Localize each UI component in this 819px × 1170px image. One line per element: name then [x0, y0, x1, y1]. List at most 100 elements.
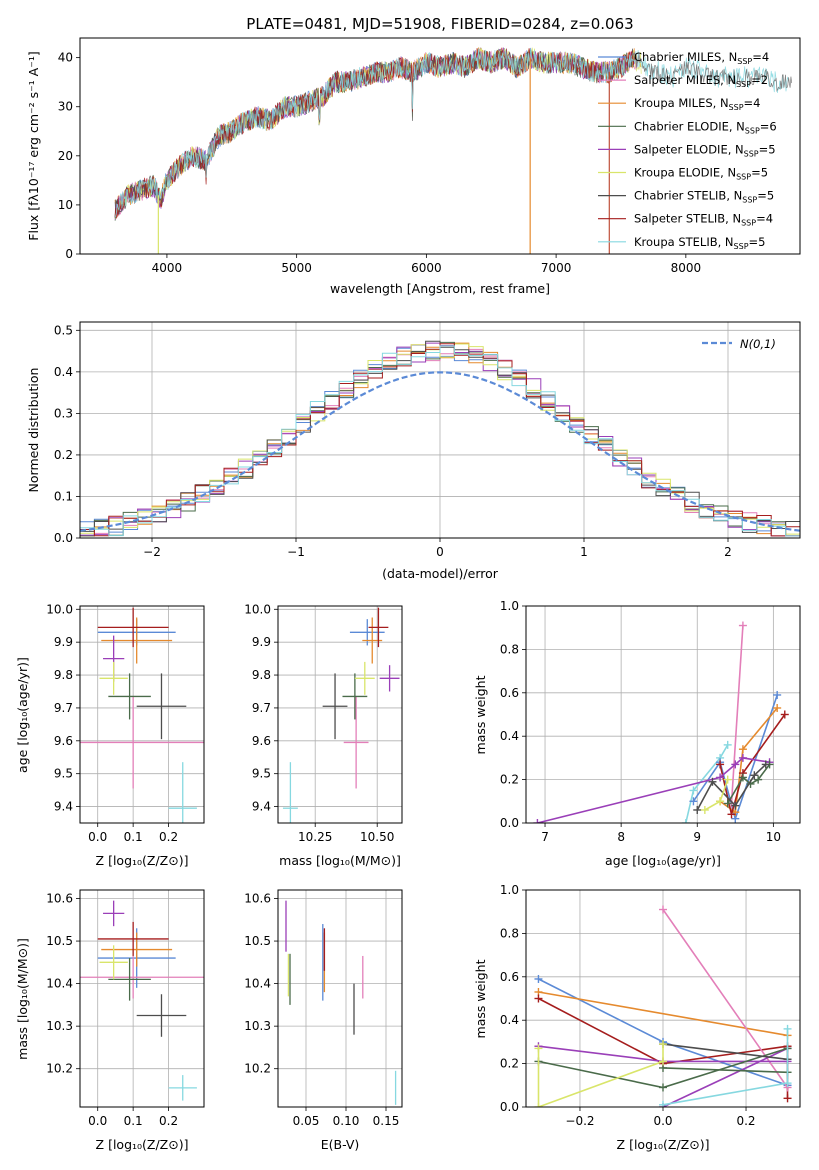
y-tick-label: 30 — [58, 100, 73, 114]
ticks: −2 −1 0 1 2 0.0 0.1 0.2 0.3 0.4 0.5 — [54, 323, 732, 559]
massweight-vs-Z-frame — [525, 889, 801, 1108]
y-tick-label: 0.3 — [54, 406, 73, 420]
y-tick-label: 0 — [65, 247, 73, 261]
x-tick-label: −2 — [143, 545, 161, 559]
massweight-point — [738, 753, 747, 762]
age-vs-mass-xlabel: mass [log₁₀(M/M⊙)] — [279, 853, 401, 868]
y-tick-label: 10.3 — [46, 1019, 73, 1033]
spectrum-legend: Chabrier MILES, NSSP=4 Salpeter MILES, NS… — [598, 50, 777, 251]
massweight-series-line — [730, 625, 744, 804]
y-tick-label: 0.2 — [500, 773, 519, 787]
ticks: −0.2 0.0 0.2 0.0 0.2 0.4 0.6 0.8 1.0 — [500, 883, 756, 1128]
massweight-point — [659, 905, 667, 914]
massweight-point — [731, 801, 740, 810]
x-tick-label: 8 — [617, 830, 625, 844]
plot-area — [80, 900, 204, 1101]
massweight-point — [534, 974, 543, 983]
legend-label-count: =4 — [744, 96, 761, 110]
x-tick-label: 0.1 — [124, 830, 143, 844]
massweight-point — [723, 740, 732, 749]
y-tick-label: 10.2 — [46, 1062, 73, 1076]
y-tick-label: 9.7 — [252, 701, 271, 715]
y-tick-label: 0.4 — [500, 1013, 519, 1027]
y-tick-label: 10.5 — [244, 934, 271, 948]
y-tick-label: 10.5 — [46, 934, 73, 948]
errorbar-point — [99, 661, 128, 695]
legend-label-subscript: SSP — [729, 103, 744, 112]
y-tick-label: 0.0 — [500, 816, 519, 830]
massweight-point — [689, 797, 698, 806]
legend-label-count: =5 — [749, 235, 766, 249]
massweight-point — [723, 775, 732, 784]
x-tick-label: 0.15 — [373, 1114, 400, 1128]
plot-area — [80, 340, 800, 537]
x-tick-label: 0.2 — [159, 1114, 178, 1128]
x-tick-label: 10 — [766, 830, 781, 844]
x-tick-label: 0.0 — [653, 1114, 672, 1128]
massweight-point — [773, 690, 782, 699]
x-tick-label: 7 — [541, 830, 549, 844]
age-vs-Z-xlabel: Z [log₁₀(Z/Z⊙)] — [96, 853, 189, 868]
ticks: 0.0 0.1 0.2 10.2 10.3 10.4 10.5 10.6 — [46, 892, 178, 1128]
errorbar-point — [99, 945, 128, 980]
errorbar-point — [379, 665, 400, 692]
legend-label-subscript: SSP — [741, 219, 756, 228]
legend-label-count: =4 — [756, 212, 773, 226]
legend-label: Salpeter ELODIE, NSSP=5 — [634, 142, 776, 158]
y-tick-label: 0.0 — [500, 1100, 519, 1114]
massweight-point — [534, 1044, 543, 1053]
errorbar-point — [136, 673, 187, 740]
spectrum-panel: PLATE=0481, MJD=51908, FIBERID=0284, z=0… — [26, 15, 801, 296]
massweight-point — [659, 1083, 667, 1092]
y-tick-label: 9.4 — [252, 800, 271, 814]
y-tick-label: 20 — [58, 149, 73, 163]
errorbar-point — [97, 607, 169, 648]
y-tick-label: 0.6 — [500, 970, 519, 984]
x-tick-label: 10.25 — [298, 830, 332, 844]
massweight-vs-Z-xlabel: Z [log₁₀(Z/Z⊙)] — [617, 1137, 710, 1152]
mass-vs-Z-panel: 0.0 0.1 0.2 10.2 10.3 10.4 10.5 10.6 Z [log₁₀(Z… — [15, 889, 205, 1152]
y-tick-label: 10 — [58, 198, 73, 212]
massweight-point — [750, 771, 759, 780]
spectrum-title: PLATE=0481, MJD=51908, FIBERID=0284, z=0… — [246, 15, 633, 33]
legend-label: Salpeter STELIB, NSSP=4 — [634, 212, 773, 228]
errorbar-point — [342, 673, 368, 720]
age-vs-Z-ylabel: age [log₁₀(age/yr)] — [15, 657, 30, 773]
y-tick-label: 10.0 — [244, 602, 271, 616]
massweight-point — [754, 775, 763, 784]
residual-histogram-step — [80, 343, 800, 535]
y-tick-label: 9.6 — [252, 734, 271, 748]
residuals-xlabel: (data-model)/error — [382, 566, 499, 581]
massweight-series-line — [692, 694, 778, 822]
mass-vs-EBV-xlabel: E(B-V) — [321, 1137, 360, 1152]
massweight-vs-age-xlabel: age [log₁₀(age/yr)] — [605, 853, 721, 868]
plot-area — [285, 900, 397, 1105]
age-vs-mass-panel: 10.25 10.50 9.4 9.5 9.6 9.7 9.8 9.9 10.0 mass [l… — [244, 602, 403, 868]
plot-area — [80, 607, 204, 823]
massweight-point — [731, 760, 740, 769]
legend-label-count: =6 — [760, 119, 777, 133]
y-tick-label: 9.5 — [54, 767, 73, 781]
y-tick-label: 9.8 — [54, 668, 73, 682]
legend-label: Chabrier STELIB, NSSP=5 — [634, 189, 774, 205]
massweight-point — [533, 819, 542, 823]
errorbar-point — [168, 1075, 197, 1101]
x-tick-label: 0 — [436, 545, 444, 559]
legend-label: Chabrier MILES, NSSP=4 — [634, 50, 769, 66]
spectrum-series-line — [114, 48, 789, 218]
legend-label: Chabrier ELODIE, NSSP=6 — [634, 119, 777, 135]
massweight-point — [780, 710, 789, 719]
legend-label-subscript: SSP — [737, 57, 752, 66]
massweight-series-line — [685, 744, 729, 823]
spectrum-series-line — [114, 48, 634, 218]
massweight-series-line — [662, 1043, 788, 1061]
errorbar-point — [343, 696, 369, 789]
errorbar-point — [136, 994, 187, 1037]
y-tick-label: 9.6 — [54, 734, 73, 748]
x-tick-label: 7000 — [541, 261, 572, 275]
legend-label-subscript: SSP — [736, 173, 751, 182]
massweight-vs-age-panel: 7 8 9 10 0.0 0.2 0.4 0.6 0.8 1.0 age [log₁₀(age/y… — [473, 599, 801, 868]
y-tick-label: 1.0 — [500, 883, 519, 897]
y-tick-label: 10.4 — [46, 977, 73, 991]
